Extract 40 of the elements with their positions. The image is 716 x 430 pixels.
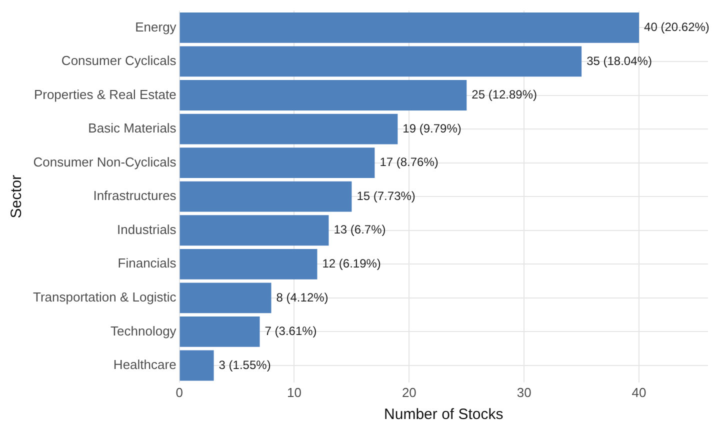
x-axis-title: Number of Stocks (384, 406, 504, 424)
bar (180, 248, 318, 280)
bar (180, 114, 398, 144)
data-label: 7 (3.61%) (264, 324, 317, 338)
x-tick-label: 40 (632, 384, 646, 400)
bar (180, 316, 260, 347)
data-label: 35 (18.04%) (586, 54, 652, 68)
x-tick-label: 30 (516, 384, 532, 400)
bar (180, 46, 582, 77)
bar (180, 282, 272, 314)
y-tick-label: Infrastructures (93, 188, 177, 204)
data-label: 40 (20.62%) (644, 20, 710, 34)
data-label: 15 (7.73%) (356, 188, 416, 203)
data-label: 19 (9.79%) (402, 121, 462, 136)
bar (180, 148, 375, 178)
y-tick-label: Technology (110, 323, 177, 338)
data-label: 13 (6.7%) (334, 222, 386, 237)
bar (180, 181, 352, 212)
y-tick-label: Financials (118, 256, 177, 271)
data-label: 17 (8.76%) (380, 155, 438, 170)
y-tick-label: Industrials (117, 222, 177, 237)
x-tick-label: 0 (176, 384, 183, 400)
x-tick-label: 20 (402, 384, 416, 400)
y-tick-label: Healthcare (113, 357, 176, 372)
data-label: 12 (6.19%) (322, 256, 381, 270)
y-tick-label: Transportation & Logistic (33, 290, 177, 305)
y-tick-label: Consumer Cyclicals (61, 53, 177, 68)
data-label: 3 (1.55%) (218, 358, 271, 372)
y-axis-title: Sector (8, 174, 26, 218)
y-tick-label: Consumer Non-Cyclicals (33, 154, 177, 170)
bar (180, 350, 214, 381)
x-tick-label: 10 (287, 384, 302, 400)
bar (180, 215, 329, 246)
bar (180, 80, 467, 110)
y-tick-label: Properties & Real Estate (34, 86, 176, 102)
y-tick-label: Basic Materials (88, 120, 177, 136)
data-label: 25 (12.89%) (472, 88, 538, 102)
data-label: 8 (4.12%) (276, 290, 328, 304)
bar (180, 12, 640, 43)
y-tick-label: Energy (135, 19, 177, 34)
